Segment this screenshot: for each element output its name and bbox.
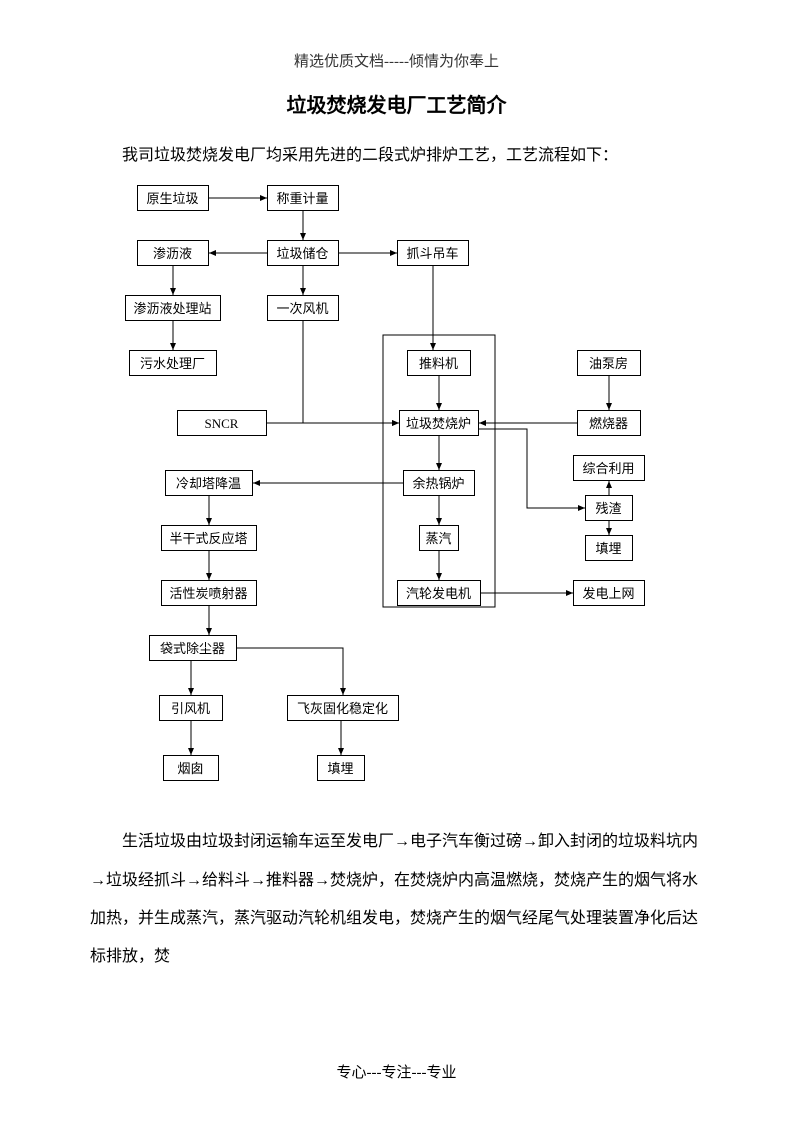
flowchart-node: 渗沥液 bbox=[137, 240, 209, 266]
flowchart-node: 活性炭喷射器 bbox=[161, 580, 257, 606]
flowchart-node: 引风机 bbox=[159, 695, 223, 721]
flowchart-node: 污水处理厂 bbox=[129, 350, 217, 376]
flowchart-node: 填埋 bbox=[585, 535, 633, 561]
flowchart: 原生垃圾 称重计量渗沥液 垃圾储仓 抓斗吊车渗沥液处理站 一次风机污水处理厂 推料机 油泵房… bbox=[107, 185, 687, 805]
flowchart-node: 冷却塔降温 bbox=[165, 470, 253, 496]
intro-paragraph: 我司垃圾焚烧发电厂均采用先进的二段式炉排炉工艺，工艺流程如下： bbox=[90, 138, 703, 173]
page: 精选优质文档-----倾情为你奉上 垃圾焚烧发电厂工艺简介 我司垃圾焚烧发电厂均… bbox=[0, 0, 793, 1122]
flowchart-node: 余热锅炉 bbox=[403, 470, 475, 496]
flowchart-node: SNCR bbox=[177, 410, 267, 436]
flowchart-node: 垃圾储仓 bbox=[267, 240, 339, 266]
body-paragraph: 生活垃圾由垃圾封闭运输车运至发电厂→电子汽车衡过磅→卸入封闭的垃圾料坑内→垃圾经… bbox=[90, 823, 703, 977]
flowchart-node: 汽轮发电机 bbox=[397, 580, 481, 606]
flowchart-node: 称重计量 bbox=[267, 185, 339, 211]
flowchart-node: 飞灰固化稳定化 bbox=[287, 695, 399, 721]
flowchart-node: 抓斗吊车 bbox=[397, 240, 469, 266]
flowchart-node: 袋式除尘器 bbox=[149, 635, 237, 661]
flowchart-node: 综合利用 bbox=[573, 455, 645, 481]
page-header: 精选优质文档-----倾情为你奉上 bbox=[90, 50, 703, 71]
flowchart-node: 发电上网 bbox=[573, 580, 645, 606]
flowchart-node: 油泵房 bbox=[577, 350, 641, 376]
flowchart-node: 烟囱 bbox=[163, 755, 219, 781]
flowchart-node: 填埋 bbox=[317, 755, 365, 781]
flowchart-node: 垃圾焚烧炉 bbox=[399, 410, 479, 436]
flowchart-node: 原生垃圾 bbox=[137, 185, 209, 211]
page-footer: 专心---专注---专业 bbox=[0, 1061, 793, 1082]
flowchart-node: 燃烧器 bbox=[577, 410, 641, 436]
page-title: 垃圾焚烧发电厂工艺简介 bbox=[90, 89, 703, 118]
flowchart-node: 蒸汽 bbox=[419, 525, 459, 551]
flowchart-node: 渗沥液处理站 bbox=[125, 295, 221, 321]
flowchart-node: 残渣 bbox=[585, 495, 633, 521]
flowchart-node: 推料机 bbox=[407, 350, 471, 376]
flowchart-node: 一次风机 bbox=[267, 295, 339, 321]
flowchart-node: 半干式反应塔 bbox=[161, 525, 257, 551]
